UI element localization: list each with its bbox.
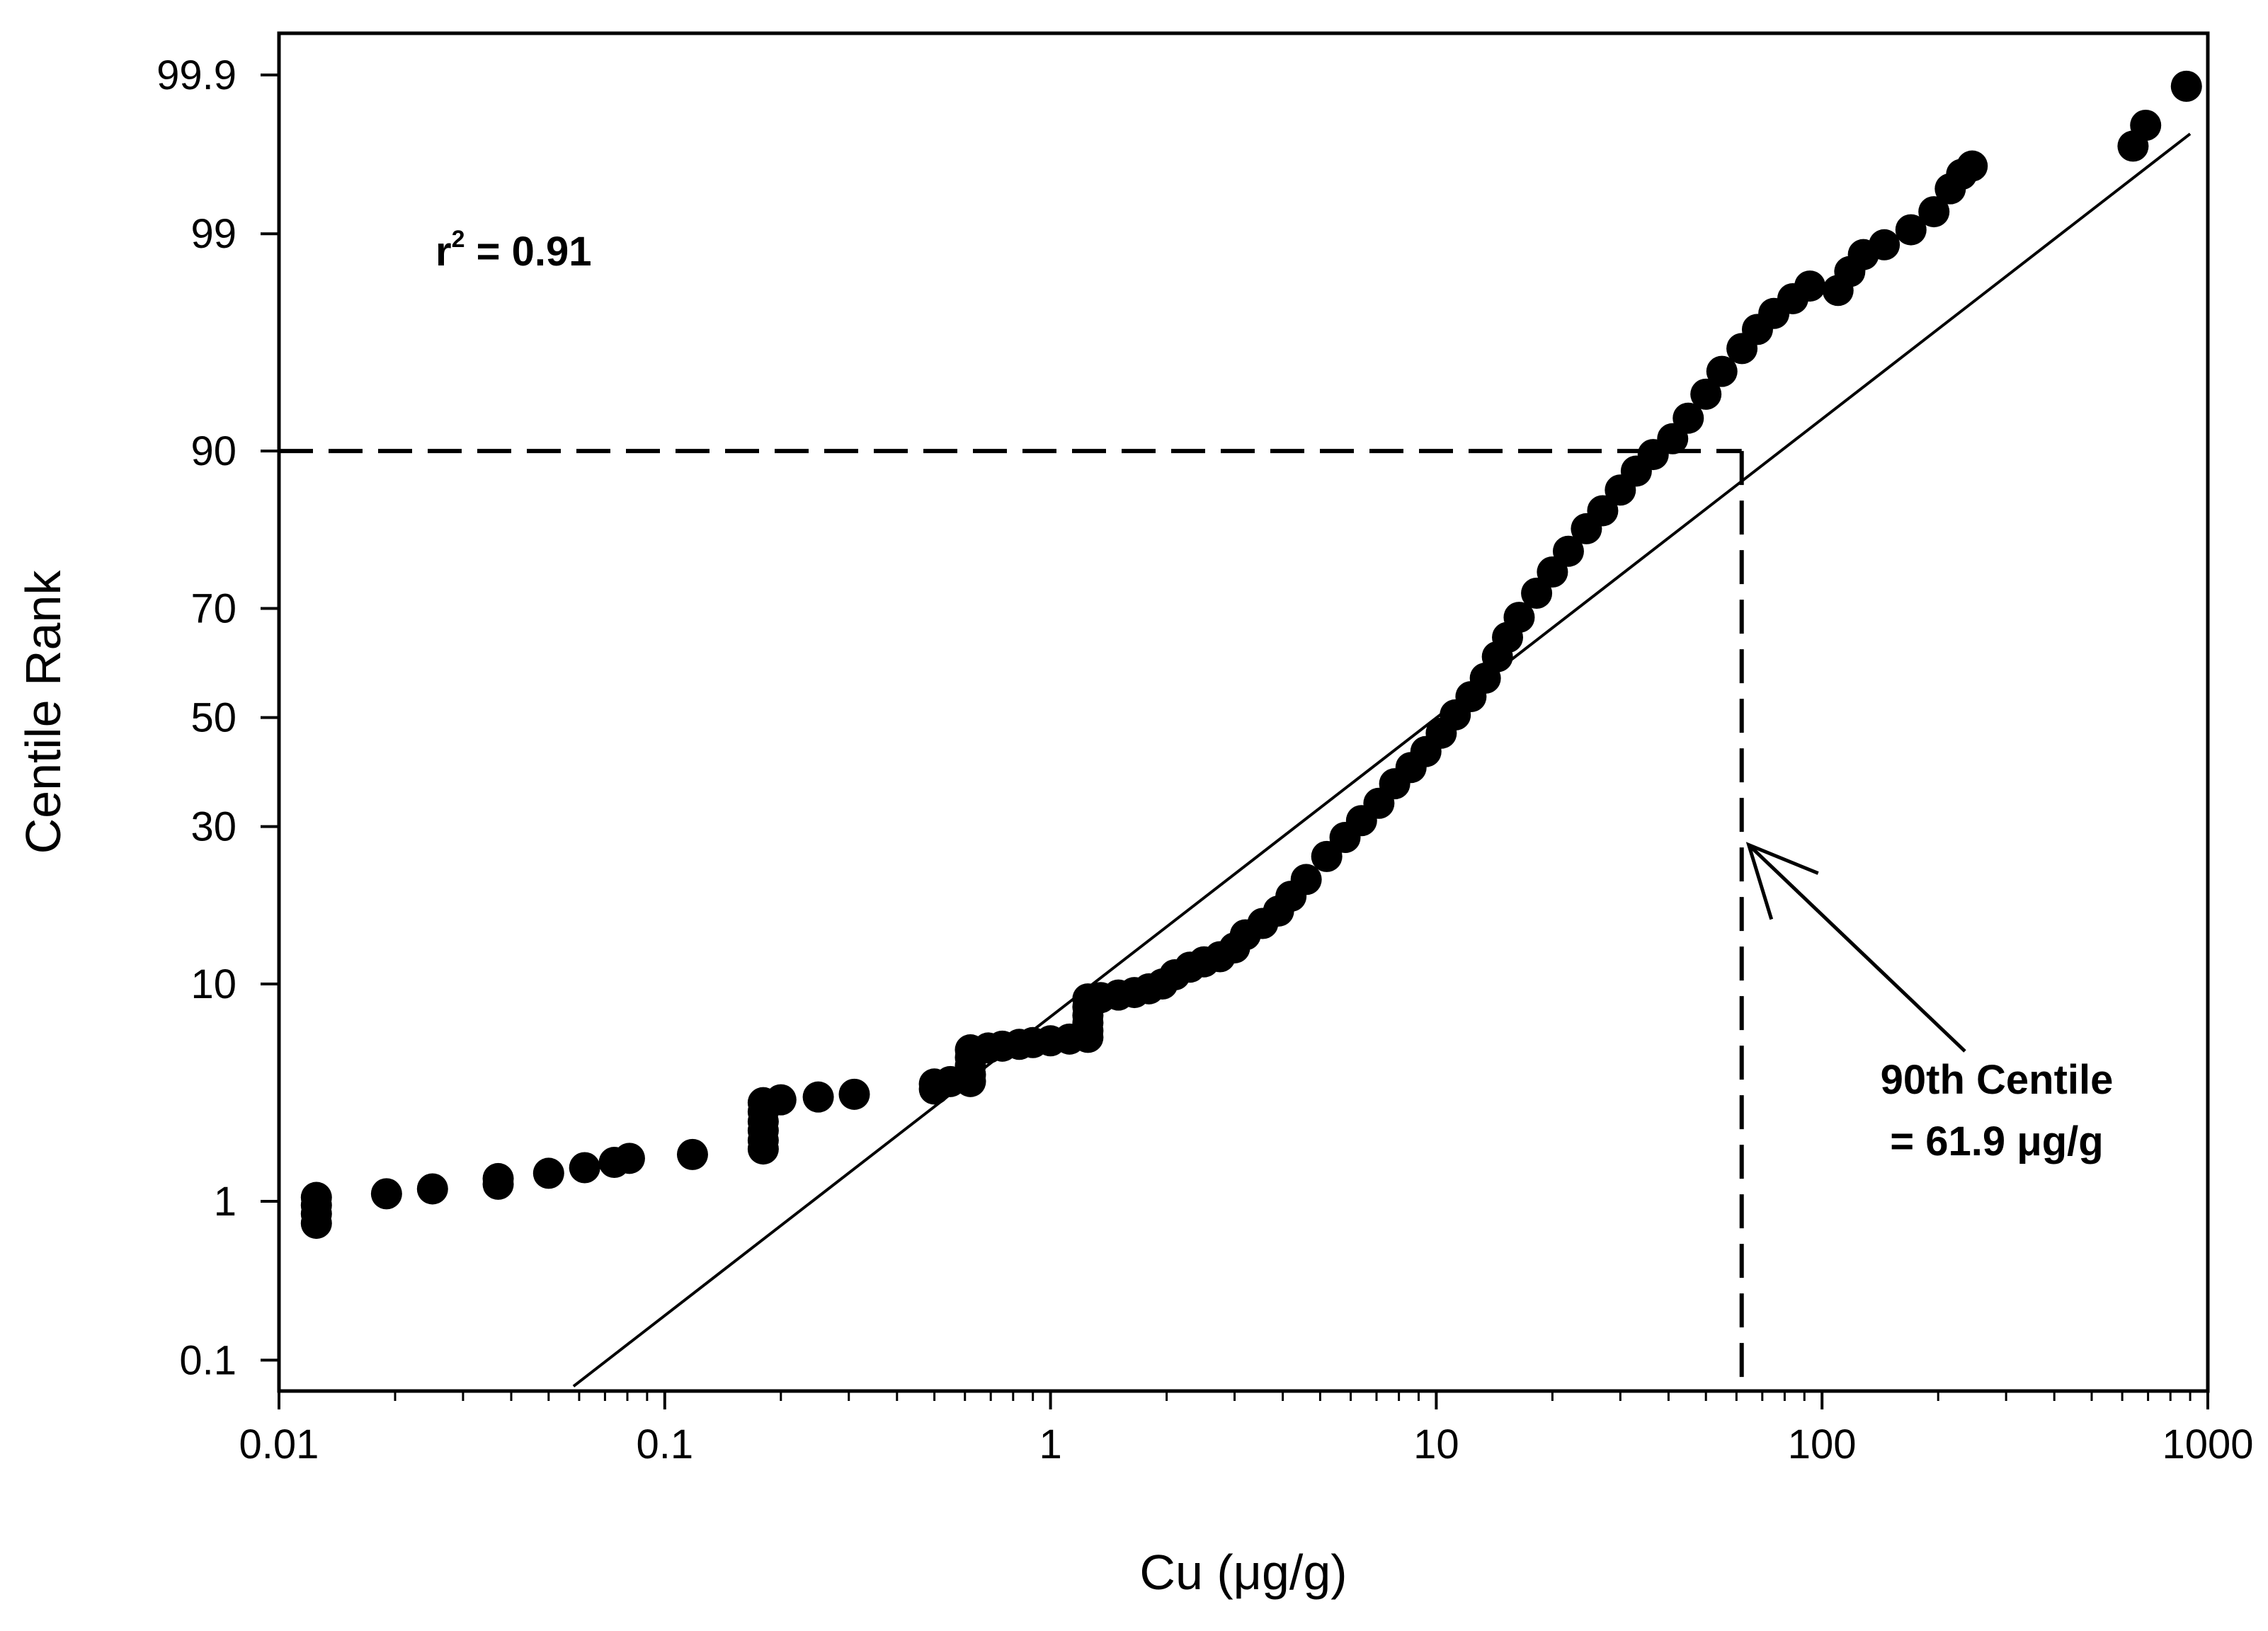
- data-point: [1672, 402, 1704, 434]
- data-point: [1895, 214, 1927, 246]
- data-point: [1956, 150, 1988, 182]
- y-tick-label: 1: [214, 1179, 237, 1225]
- data-point: [1552, 535, 1584, 567]
- data-point: [765, 1084, 797, 1116]
- x-axis-title: Cu (μg/g): [1139, 1545, 1347, 1600]
- data-point: [416, 1173, 448, 1205]
- y-tick-label: 0.1: [179, 1337, 237, 1383]
- y-tick-label: 50: [190, 695, 237, 741]
- y-axis-title: Centile Rank: [16, 570, 71, 854]
- data-point: [1503, 602, 1535, 634]
- data-point: [482, 1162, 514, 1194]
- x-axis: 0.01 0.1 1 10 100 1000: [239, 1391, 2254, 1467]
- threshold-label-line1: 90th Centile: [1881, 1057, 2114, 1103]
- y-tick-label: 90: [190, 428, 237, 474]
- data-point: [532, 1157, 564, 1189]
- arrow-head: [1745, 842, 1819, 920]
- data-point: [1869, 229, 1901, 261]
- y-axis: 0.1 1 10 30 50 70 90 99 99.9: [156, 52, 279, 1383]
- data-point: [1706, 355, 1738, 387]
- data-point: [838, 1078, 870, 1110]
- arrow-shaft: [1747, 843, 1966, 1053]
- x-tick-label: 1: [1039, 1421, 1061, 1467]
- data-point: [300, 1181, 332, 1213]
- threshold-label-line2: = 61.9 μg/g: [1890, 1118, 2103, 1164]
- x-tick-label: 0.1: [636, 1421, 693, 1467]
- r-squared-base: r: [435, 229, 452, 275]
- data-point: [1290, 864, 1322, 895]
- y-tick-label: 99: [190, 211, 237, 257]
- r-squared-annotation: r2 = 0.91: [435, 226, 591, 275]
- data-points: [300, 70, 2202, 1240]
- r-squared-value: = 0.91: [465, 229, 592, 275]
- data-point: [2130, 110, 2162, 142]
- data-point: [370, 1178, 402, 1210]
- plot-layer: [279, 132, 2192, 1391]
- y-tick-label: 70: [190, 586, 237, 632]
- data-point: [676, 1138, 708, 1170]
- regression-line: [572, 132, 2192, 1387]
- data-point: [1587, 495, 1619, 527]
- data-point: [613, 1143, 645, 1174]
- y-tick-label: 10: [190, 961, 237, 1007]
- data-point: [1918, 196, 1950, 228]
- data-point: [1794, 270, 1826, 302]
- x-tick-label: 1000: [2162, 1421, 2253, 1467]
- x-tick-label: 10: [1413, 1421, 1459, 1467]
- data-point: [1690, 378, 1722, 410]
- x-tick-label: 0.01: [239, 1421, 319, 1467]
- data-point: [2170, 70, 2202, 102]
- data-point: [1521, 577, 1553, 609]
- r-squared-superscript: 2: [452, 226, 465, 253]
- y-tick-label: 99.9: [156, 52, 237, 98]
- x-tick-label: 100: [1788, 1421, 1857, 1467]
- data-point: [569, 1152, 600, 1184]
- plot-frame: [277, 31, 2210, 1393]
- y-tick-label: 30: [190, 804, 237, 850]
- data-point: [802, 1081, 834, 1113]
